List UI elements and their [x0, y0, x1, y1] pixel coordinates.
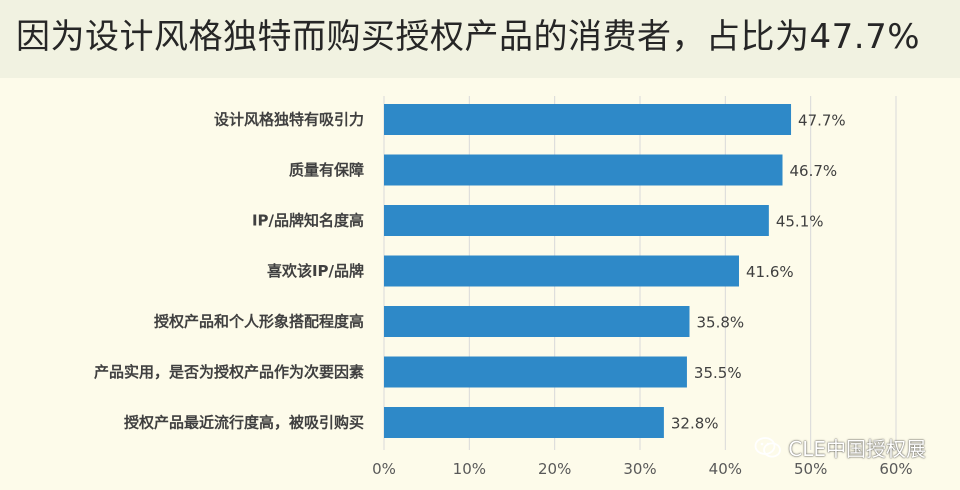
category-label: 设计风格独特有吸引力	[214, 111, 364, 129]
category-label: 质量有保障	[289, 161, 364, 179]
wechat-icon	[754, 436, 782, 457]
x-tick-label: 60%	[879, 460, 912, 478]
bar	[384, 104, 792, 135]
category-label: IP/品牌知名度高	[252, 212, 364, 230]
value-label: 46.7%	[790, 162, 838, 180]
value-label: 35.5%	[694, 364, 742, 382]
category-label: 产品实用，是否为授权产品作为次要因素	[94, 363, 364, 381]
value-label: 45.1%	[776, 213, 824, 231]
value-label: 41.6%	[746, 263, 794, 281]
bar	[384, 255, 739, 287]
value-label: 32.8%	[671, 415, 719, 433]
x-tick-label: 10%	[453, 460, 486, 478]
value-label: 35.8%	[696, 314, 744, 332]
title-band	[0, 0, 960, 78]
x-tick-label: 50%	[794, 460, 827, 478]
category-label: 授权产品最近流行度高，被吸引购买	[124, 414, 364, 432]
watermark: CLE中国授权展	[754, 433, 926, 462]
category-label: 喜欢该IP/品牌	[267, 262, 364, 280]
x-tick-label: 40%	[709, 460, 742, 478]
bar	[384, 205, 769, 236]
bar	[384, 407, 664, 438]
bar	[384, 356, 687, 388]
watermark-text: CLE中国授权展	[788, 437, 926, 461]
bar	[384, 306, 690, 337]
x-tick-label: 0%	[372, 460, 396, 478]
category-label: 授权产品和个人形象搭配程度高	[154, 313, 364, 331]
x-tick-label: 30%	[623, 460, 656, 478]
x-tick-label: 20%	[538, 460, 571, 478]
value-label: 47.7%	[798, 112, 846, 130]
bar	[384, 154, 783, 186]
chart-title: 因为设计风格独特而购买授权产品的消费者，占比为47.7%	[16, 17, 921, 57]
